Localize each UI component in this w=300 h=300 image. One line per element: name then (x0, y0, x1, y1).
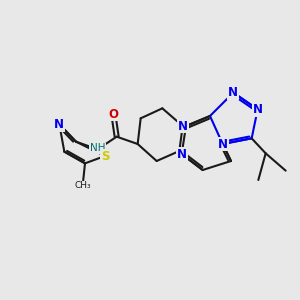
Text: N: N (253, 103, 263, 116)
Text: S: S (101, 149, 109, 163)
Text: N: N (177, 148, 187, 160)
Text: O: O (108, 107, 118, 121)
Text: N: N (54, 118, 64, 131)
Text: CH₃: CH₃ (74, 181, 91, 190)
Text: N: N (178, 119, 188, 133)
Text: N: N (218, 137, 228, 151)
Text: NH: NH (90, 143, 105, 153)
Text: N: N (228, 86, 238, 99)
